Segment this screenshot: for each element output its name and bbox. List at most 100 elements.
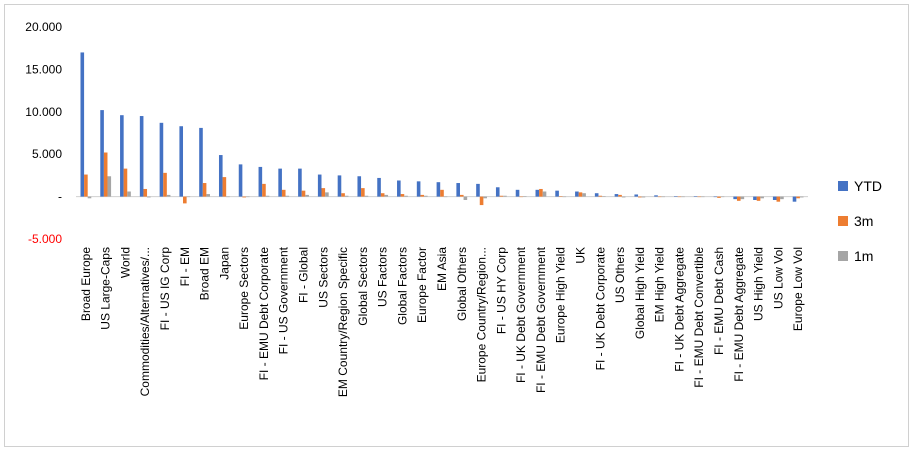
bar-3m — [163, 172, 167, 197]
x-tick-label: UK — [573, 247, 587, 264]
bar-ytd — [634, 194, 639, 197]
bar-ytd — [278, 168, 282, 197]
x-tick-label: FI - EMU Debt Corporate — [257, 247, 271, 381]
x-tick-label: Commodities/Alternatives/... — [138, 247, 152, 396]
bar-3m — [578, 192, 583, 197]
x-tick-label: US Low Vol — [771, 247, 785, 309]
bar-1m — [740, 196, 745, 200]
bar-ytd — [179, 126, 184, 197]
x-tick-label: FI - US HY Corp — [494, 247, 508, 334]
bar-ytd — [456, 183, 460, 197]
bar-1m — [107, 176, 112, 197]
bar-1m — [265, 195, 270, 197]
bar-1m — [384, 194, 389, 197]
y-tick-label: 20.000 — [25, 20, 62, 34]
bar-3m — [202, 183, 207, 197]
bar-1m — [780, 196, 784, 200]
bar-ytd — [575, 191, 579, 197]
bar-1m — [562, 196, 567, 198]
bar-1m — [245, 196, 250, 198]
bar-ytd — [317, 174, 322, 197]
bar-ytd — [337, 175, 342, 197]
bar-ytd — [674, 196, 678, 197]
bar-1m — [661, 196, 666, 198]
bar-1m — [226, 196, 230, 198]
bar-3m — [321, 188, 326, 197]
bar-ytd — [476, 183, 480, 197]
bar-ytd — [218, 155, 223, 197]
bar-ytd — [298, 168, 302, 197]
bar-1m — [206, 194, 210, 197]
bar-ytd — [654, 195, 658, 197]
bar-3m — [539, 188, 543, 197]
x-tick-label: US Sectors — [316, 247, 330, 308]
x-tick-label: Europe Low Vol — [791, 247, 805, 331]
bar-3m — [717, 196, 721, 198]
category-labels: Broad Europe US Large-Caps World Commoditie… — [79, 246, 805, 397]
x-tick-label: Global Sectors — [356, 247, 370, 326]
bar-1m — [364, 195, 369, 197]
x-tick-label: FI - EMU Debt Aggregate — [732, 247, 746, 382]
x-tick-label: FI - US Government — [277, 246, 291, 354]
x-tick-label: FI - EMU Debt Government — [534, 246, 548, 393]
bar-ytd — [357, 176, 362, 197]
x-tick-label: Europe Sectors — [237, 247, 251, 330]
bar-ytd — [693, 196, 698, 197]
bar-3m — [519, 196, 523, 198]
bar-1m — [641, 196, 646, 198]
bar-ytd — [614, 194, 619, 197]
bar-ytd — [416, 181, 421, 197]
bar-3m — [796, 196, 800, 199]
x-tick-label: US Others — [613, 247, 627, 303]
bar-1m — [344, 195, 349, 197]
y-tick-label: - — [58, 190, 62, 204]
bar-3m — [262, 183, 266, 197]
bar-ytd — [159, 122, 164, 197]
bar-3m — [400, 194, 405, 197]
legend-swatch — [838, 251, 848, 261]
bar-3m — [479, 196, 484, 206]
bar-ytd — [495, 187, 500, 197]
bar-ytd — [515, 189, 520, 197]
bar-3m — [123, 168, 128, 197]
legend-label: YTD — [854, 178, 882, 194]
x-tick-label: FI - UK Debt Aggregate — [672, 247, 686, 372]
bar-1m — [621, 196, 626, 198]
x-tick-label: FI - EM — [178, 247, 192, 286]
bar-3m — [459, 194, 464, 197]
bar-3m — [183, 196, 187, 204]
bar-ytd — [377, 177, 381, 197]
bar-3m — [380, 193, 385, 197]
x-tick-label: Global High Yield — [633, 247, 647, 339]
bar-1m — [720, 196, 725, 198]
bars — [80, 52, 804, 206]
bar-1m — [582, 193, 586, 197]
bar-1m — [147, 196, 151, 198]
bar-1m — [760, 196, 764, 199]
bar-3m — [143, 188, 148, 197]
x-tick-label: US Factors — [376, 247, 390, 307]
y-tick-label: -5.000 — [28, 232, 62, 246]
x-tick-label: FI - Global — [297, 247, 311, 303]
legend-swatch — [838, 181, 848, 191]
bar-ytd — [120, 115, 124, 197]
bar-3m — [103, 152, 108, 197]
bar-1m — [404, 195, 408, 197]
bar-3m — [301, 190, 306, 197]
bar-ytd — [594, 193, 599, 197]
y-tick-label: 15.000 — [25, 62, 62, 76]
x-tick-label: Global Factors — [395, 247, 409, 325]
bar-3m — [281, 189, 286, 197]
bar-3m — [638, 196, 642, 198]
legend-label: 3m — [854, 213, 873, 229]
x-tick-label: Japan — [217, 247, 231, 280]
bar-3m — [499, 195, 504, 197]
bar-ytd — [100, 110, 104, 197]
bar-3m — [677, 196, 682, 198]
bar-1m — [681, 196, 685, 198]
bar-3m — [361, 188, 365, 197]
bar-3m — [558, 196, 563, 197]
bar-ytd — [258, 166, 263, 197]
